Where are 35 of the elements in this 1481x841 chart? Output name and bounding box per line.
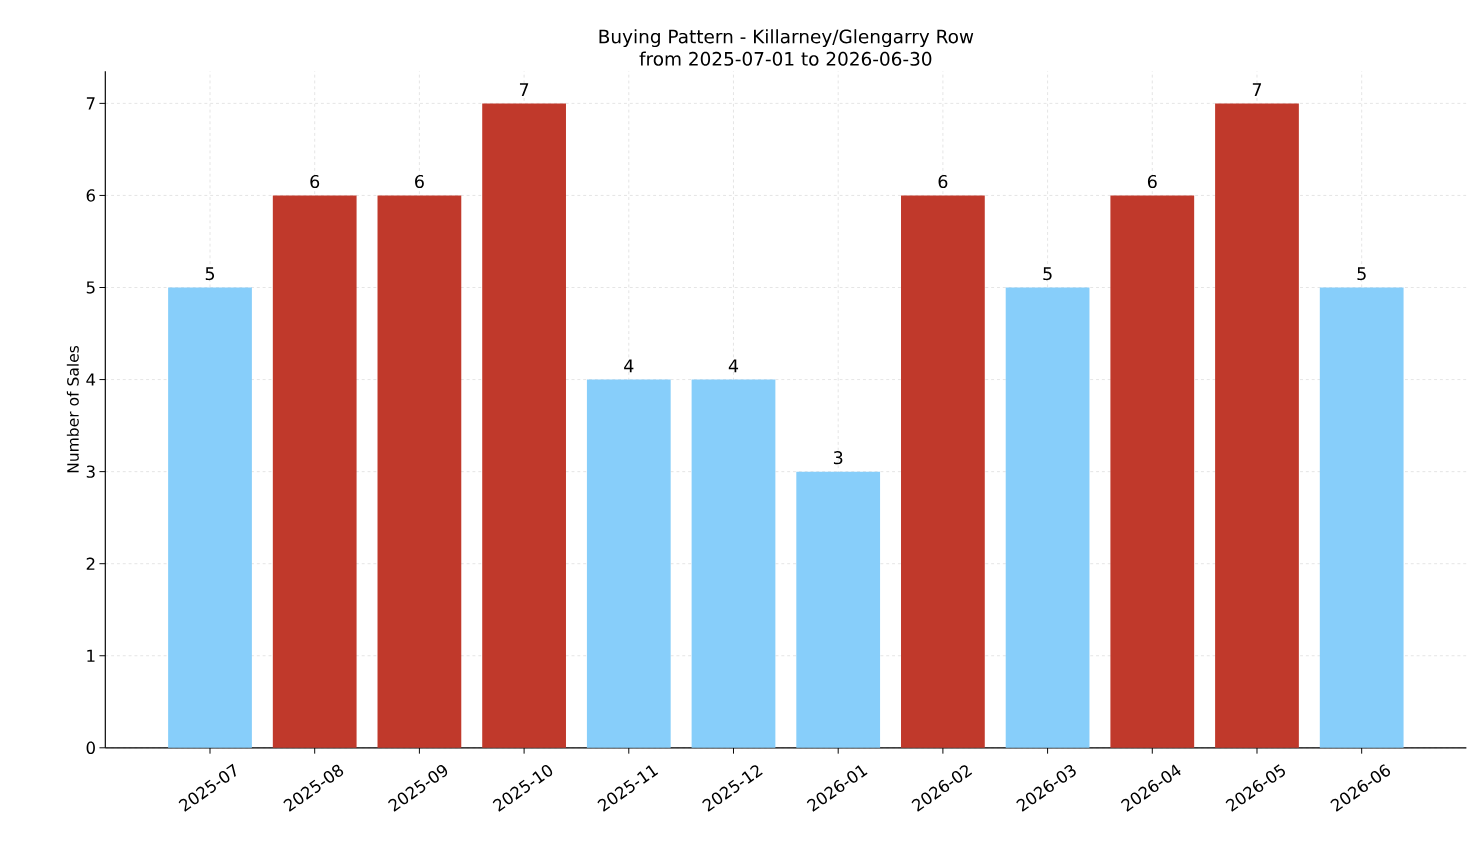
data-label: 5 (205, 266, 215, 280)
bar (377, 195, 462, 748)
y-axis-title: Number of Sales (66, 345, 79, 473)
data-label: 4 (728, 359, 739, 373)
data-label: 6 (1147, 174, 1157, 188)
bar (168, 287, 252, 748)
y-tick-label: 3 (86, 465, 95, 478)
y-tick-label: 6 (86, 188, 95, 202)
bar (272, 195, 357, 748)
chart-title: Buying Pattern - Killarney/Glengarry Row (599, 28, 974, 47)
bar (1005, 287, 1090, 748)
bar (691, 379, 776, 748)
bar (586, 379, 671, 748)
data-label: 6 (310, 174, 320, 188)
data-label: 5 (1043, 266, 1052, 280)
y-tick-label: 1 (87, 649, 95, 662)
bar (1319, 287, 1404, 748)
data-label: 7 (519, 83, 529, 96)
y-tick-label: 0 (86, 741, 95, 754)
y-tick-label: 5 (86, 281, 95, 294)
data-label: 5 (1357, 266, 1366, 280)
bar (1215, 103, 1299, 748)
data-label: 4 (624, 359, 634, 373)
y-tick-label: 7 (86, 97, 95, 110)
y-tick-label: 4 (86, 373, 96, 386)
data-label: 6 (938, 174, 948, 188)
y-tick-label: 2 (86, 557, 95, 570)
chart-subtitle: from 2025-07-01 to 2026-06-30 (639, 51, 932, 66)
bar (1110, 195, 1195, 748)
bar (482, 103, 566, 748)
data-label: 3 (833, 450, 843, 465)
bar (901, 195, 985, 748)
data-label: 6 (415, 174, 424, 188)
data-label: 7 (1252, 83, 1262, 96)
bar (796, 471, 881, 748)
